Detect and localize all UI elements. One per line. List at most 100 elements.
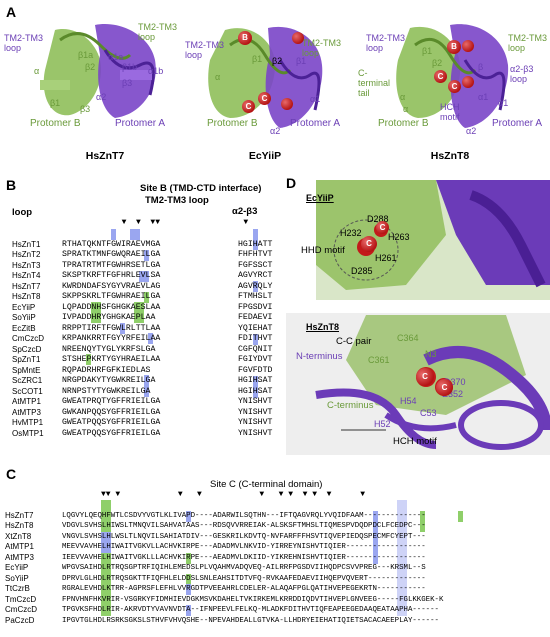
d-n-terminus: N-terminus — [296, 351, 343, 362]
seq-row: SPRATKTMNFGWQRAEILGA — [62, 250, 161, 259]
hsznt7-alpha1a: α1a — [108, 52, 124, 62]
hsznt7-alpha1b: α1b — [148, 66, 164, 76]
seq-name: AtMTP1 — [5, 542, 34, 551]
seq-name: HsZnT4 — [12, 271, 41, 280]
seq-row: HGIHSAT — [238, 386, 273, 396]
d-hsznt8-label: HsZnT8 — [306, 322, 340, 332]
hsznt7-beta1a: β1a — [78, 50, 94, 60]
d-res-c53: C53 — [420, 408, 437, 418]
d-res-e352: E352 — [442, 389, 464, 399]
seq-name: HsZnT3 — [12, 260, 41, 270]
seq-row: FPNVHNFHKVRIR-VSGRKYFIDMHIEVDGKMSVKDAHEL… — [62, 595, 444, 604]
ecyiip-protomer-a: Protomer A — [290, 118, 341, 129]
seq-row: VNGVLSVHSLHLWSLTLNQVILSAHIATDIV---GESKRI… — [62, 532, 426, 541]
seq-name: HsZnT8 — [12, 292, 41, 301]
seq-name: XtZnT8 — [5, 531, 32, 541]
hsznt8-tm2tm3-loop-b: TM2-TM3 loop — [508, 33, 547, 53]
seq-name: TtCzrB — [5, 584, 30, 593]
hsznt8-zinc-site-c1: C — [434, 70, 447, 83]
seq-row: KRPANKRRTFGYYRFEILAA — [62, 334, 161, 343]
site-b-header: Site B (TMD-CTD interface) — [140, 183, 262, 194]
d-res-h263: H263 — [388, 232, 410, 242]
panel-a-structures — [40, 24, 509, 129]
d-res-h54: H54 — [400, 396, 417, 406]
hsznt7-beta1: β1 — [50, 98, 61, 108]
hsznt8-beta1: β1 — [422, 46, 433, 56]
d-res-n3: N3 — [425, 349, 437, 359]
seq-row: STSHEPKRTYGYHRAEILAA — [62, 355, 161, 364]
seq-name: SpCzcD — [12, 344, 42, 354]
site-b-loop-label: loop — [12, 207, 33, 218]
seq-name: HvMTP1 — [12, 418, 44, 427]
seq-row: YNISHVT — [238, 418, 273, 427]
hsznt8-hch-motif: HCH motif — [440, 102, 460, 122]
hsznt7-alpha: α — [34, 66, 40, 76]
d-res-c364: C364 — [397, 333, 419, 343]
site-b-seq2: HGIHATT FHFHTVT FGFSSCT AGVYRCT AGVRQLY FTMHS… — [238, 229, 272, 450]
ecyiip-beta2: β2 — [272, 56, 283, 66]
hsznt7-beta3: β3 — [122, 78, 133, 88]
site-b-tm2tm3-label: TM2-TM3 loop — [145, 195, 209, 206]
seq-row: HGIHSAT — [238, 376, 273, 385]
d-res-d285: D285 — [351, 266, 373, 276]
hsznt7-protomer-a: Protomer A — [115, 118, 166, 129]
site-b-markers: ▼ ▼ ▼▼ — [88, 218, 161, 227]
ecyiip-alpha: α — [215, 72, 221, 82]
site-c-header: Site C (C-terminal domain) — [210, 479, 323, 490]
ecyiip-zinc-site-c2: C — [242, 100, 255, 113]
seq-name: HsZnT8 — [5, 521, 34, 530]
seq-row: YNISHVT — [238, 407, 273, 417]
ecyiip-protomer-b: Protomer B — [207, 118, 258, 129]
hsznt7-protomer-b: Protomer B — [30, 118, 81, 129]
site-c-markers: ▼▼ ▼ ▼ ▼ ▼ ▼ ▼ ▼ ▼ ▼ ▼ — [101, 490, 366, 499]
seq-name: CmCzcD — [5, 605, 37, 614]
seq-name: HsZnT2 — [12, 250, 41, 259]
seq-row: TPRATRTMTFGWHRSETLGA — [62, 260, 161, 270]
hsznt8-alpha2: α2 — [466, 126, 477, 136]
ecyiip-zinc-site-c1: C — [258, 92, 271, 105]
seq-row: IVPADDHRYGHGKAEPLAA — [62, 313, 156, 322]
d-zinc-hsznt8-2: C — [436, 379, 453, 396]
d-hhd-motif: HHD motif — [301, 245, 345, 256]
seq-row: FEDAEVI — [238, 313, 273, 322]
seq-name: AtMTP3 — [5, 552, 34, 562]
d-c-terminus: C-terminus — [327, 400, 374, 411]
hsznt8-alpha1-b: α1 — [478, 92, 489, 102]
seq-row: HGIHATT — [238, 239, 273, 249]
d-res-h52: H52 — [374, 419, 391, 429]
seq-row: GWEATPRQTYGFFRIEILGA — [62, 397, 161, 406]
seq-row: RGRALEVHDLKTRR-AGPRSFLEFHLVVRGDTPVEEAHRL… — [62, 585, 426, 593]
ecyiip-zinc-ball — [292, 32, 304, 44]
seq-row: IEEVVAVHELHIWAITVGKLLLACHVKIRPE---AEADMV… — [62, 553, 426, 562]
hsznt8-protomer-a: Protomer A — [492, 118, 543, 129]
seq-name: SoYiiP — [12, 313, 36, 322]
ecyiip-beta1-b: β1 — [296, 56, 307, 66]
site-b-a2b3-label: α2-β3 — [232, 206, 258, 217]
seq-row: RRPPTIRFTFGWLRLTTLAA — [62, 323, 161, 333]
d-cc-pair: C-C pair — [336, 336, 372, 347]
ecyiip-tm2tm3-loop-a: TM2-TM3 loop — [185, 40, 224, 60]
seq-row: FGVFDTD — [238, 365, 273, 375]
hsznt8-beta: β — [478, 62, 484, 72]
hsznt7-tm2tm3-loop-b: TM2-TM3 loop — [138, 22, 177, 42]
panel-b-highlights — [86, 229, 258, 398]
d-res-d370: D370 — [444, 377, 466, 387]
seq-row: LQGVYLQEQHFWTLCSDVYVGTLKLIVAPD----ADARWI… — [62, 511, 426, 520]
site-b-seq1: RTHATQKNTFGWIRAEVMGA SPRATKTMNFGWQRAEILGA… — [62, 229, 160, 450]
seq-name: ScZRC1 — [12, 376, 43, 385]
d-zinc-hsznt8: C — [416, 368, 434, 386]
seq-row: NRGPDAKYTYGWKREILGA — [62, 376, 156, 385]
ecyiip-alpha2: α2 — [270, 126, 281, 136]
ecyiip-zinc-ball — [281, 98, 293, 110]
site-b-names: HsZnT1 HsZnT2 HsZnT3 HsZnT4 HsZnT7 HsZnT8 EcYi… — [12, 229, 44, 450]
seq-row: NREENQYTYGLYKRFSLGA — [62, 344, 156, 354]
seq-row: NRNPSTYTYGWKREILGA — [62, 386, 151, 396]
structure-hsznt7 — [40, 24, 156, 118]
panel-label-c: C — [6, 466, 17, 482]
seq-name: SpMntE — [12, 365, 41, 375]
ecyiip-tm2tm3-loop-b: TM2-TM3 loop — [302, 38, 341, 58]
site-c-names: HsZnT7 HsZnT8 XtZnT8 AtMTP1 AtMTP3 EcYiiP SoYi… — [5, 500, 37, 637]
d-zinc-ecyiip: C — [361, 236, 377, 252]
seq-row: SKSPTKRFTFGFHRLEVLSA — [62, 271, 161, 280]
site-b-markers-2: ▼ — [229, 218, 249, 227]
